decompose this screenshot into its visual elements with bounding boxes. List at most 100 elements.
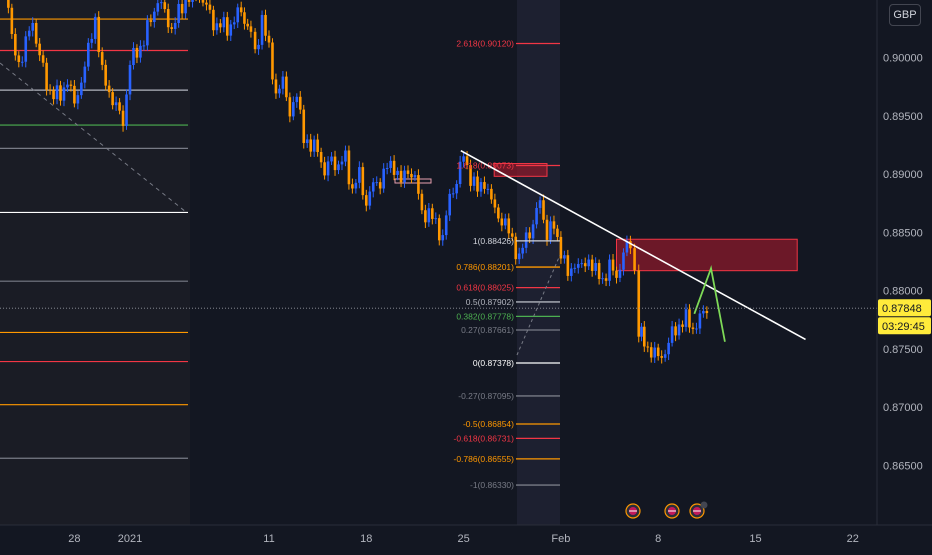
candle-body bbox=[583, 263, 587, 267]
candle-body bbox=[222, 17, 226, 28]
fib-level-label: 0.786(0.88201) bbox=[456, 262, 514, 272]
candle-body bbox=[371, 182, 375, 192]
candle-body bbox=[163, 2, 167, 10]
candle-body bbox=[184, 0, 187, 14]
candle-body bbox=[695, 328, 698, 330]
candle-body bbox=[132, 47, 135, 66]
candle-body bbox=[507, 218, 511, 234]
candle-body bbox=[288, 97, 292, 117]
candle-body bbox=[493, 199, 497, 208]
candle-body bbox=[354, 182, 358, 189]
candle-body bbox=[660, 356, 663, 358]
y-tick-label: 0.88000 bbox=[883, 286, 923, 298]
candle-body bbox=[684, 309, 688, 327]
candle-body bbox=[417, 175, 420, 194]
fib-level-label: 0.5(0.87902) bbox=[466, 297, 514, 307]
candle-body bbox=[643, 326, 646, 347]
candle-body bbox=[347, 150, 351, 185]
candle-body bbox=[444, 215, 448, 236]
candle-body bbox=[344, 150, 347, 162]
candle-body bbox=[681, 324, 684, 327]
candle-body bbox=[625, 241, 629, 253]
candle-body bbox=[528, 232, 531, 239]
candle-body bbox=[365, 195, 368, 206]
fib-level-label: -0.618(0.86731) bbox=[454, 433, 515, 443]
candle-body bbox=[476, 176, 479, 192]
candle-body bbox=[500, 218, 504, 226]
candle-body bbox=[483, 182, 486, 189]
candle-body bbox=[649, 347, 653, 358]
y-tick-label: 0.88500 bbox=[883, 227, 923, 239]
candle-body bbox=[52, 90, 55, 100]
candle-body bbox=[271, 42, 274, 80]
candle-body bbox=[637, 270, 641, 337]
y-tick-label: 0.89500 bbox=[883, 111, 923, 123]
candle-body bbox=[469, 165, 472, 186]
countdown-box bbox=[878, 317, 931, 335]
x-tick-label: Feb bbox=[551, 533, 570, 545]
candle-body bbox=[437, 218, 441, 241]
candle-body bbox=[104, 64, 107, 86]
candle-body bbox=[490, 188, 493, 200]
candle-body bbox=[531, 224, 535, 239]
candle-body bbox=[319, 151, 323, 163]
candle-body bbox=[594, 263, 597, 271]
candle-body bbox=[312, 139, 316, 152]
candle-body bbox=[646, 346, 650, 348]
fib-level-label: 0.27(0.87661) bbox=[461, 325, 514, 335]
candle-body bbox=[121, 110, 125, 126]
candle-body bbox=[125, 94, 128, 126]
candle-body bbox=[97, 16, 101, 53]
candle-body bbox=[139, 45, 142, 58]
fib-anchor-line bbox=[516, 254, 561, 356]
candle-body bbox=[337, 164, 340, 171]
fib-level-label: 0.618(0.88025) bbox=[456, 283, 514, 293]
candle-body bbox=[323, 162, 326, 176]
candle-body bbox=[205, 2, 208, 5]
candle-body bbox=[309, 139, 312, 152]
candle-body bbox=[392, 160, 396, 175]
candle-body bbox=[159, 2, 163, 4]
candle-body bbox=[142, 45, 146, 47]
candle-body bbox=[278, 88, 281, 94]
price-tag-box bbox=[878, 299, 931, 317]
candle-body bbox=[249, 26, 253, 32]
x-tick-label: 25 bbox=[457, 533, 469, 545]
candle-body bbox=[677, 324, 681, 336]
candle-body bbox=[187, 0, 191, 2]
candle-body bbox=[295, 96, 299, 103]
candle-body bbox=[535, 207, 538, 225]
y-tick-label: 0.86500 bbox=[883, 460, 923, 472]
candle-body bbox=[76, 95, 80, 104]
candle-body bbox=[83, 66, 87, 83]
candle-body bbox=[674, 326, 677, 336]
price-tag-value: 0.87848 bbox=[882, 303, 922, 315]
currency-badge[interactable]: GBP bbox=[889, 4, 921, 26]
candle-body bbox=[170, 27, 173, 29]
y-tick-label: 0.87000 bbox=[883, 402, 923, 414]
candle-body bbox=[340, 161, 344, 165]
supply-zone-1 bbox=[616, 238, 798, 272]
candle-body bbox=[292, 102, 295, 117]
candle-body bbox=[601, 278, 604, 280]
candle-body bbox=[149, 20, 153, 22]
candle-body bbox=[424, 210, 427, 223]
candle-body bbox=[663, 354, 667, 358]
candle-body bbox=[55, 85, 59, 100]
candle-body bbox=[267, 35, 271, 43]
candle-body bbox=[510, 233, 514, 237]
candle-body bbox=[69, 84, 73, 86]
candle-body bbox=[128, 65, 132, 95]
fib-level-label: -1(0.86330) bbox=[470, 480, 514, 490]
small-zone-marker bbox=[394, 178, 432, 184]
candle-body bbox=[173, 22, 177, 29]
candle-body bbox=[361, 167, 365, 196]
candle-body bbox=[389, 160, 392, 168]
candle-body bbox=[14, 33, 17, 56]
candle-body bbox=[615, 270, 618, 278]
candle-body bbox=[604, 278, 608, 281]
candle-body bbox=[691, 327, 695, 329]
x-tick-label: 28 bbox=[68, 533, 80, 545]
